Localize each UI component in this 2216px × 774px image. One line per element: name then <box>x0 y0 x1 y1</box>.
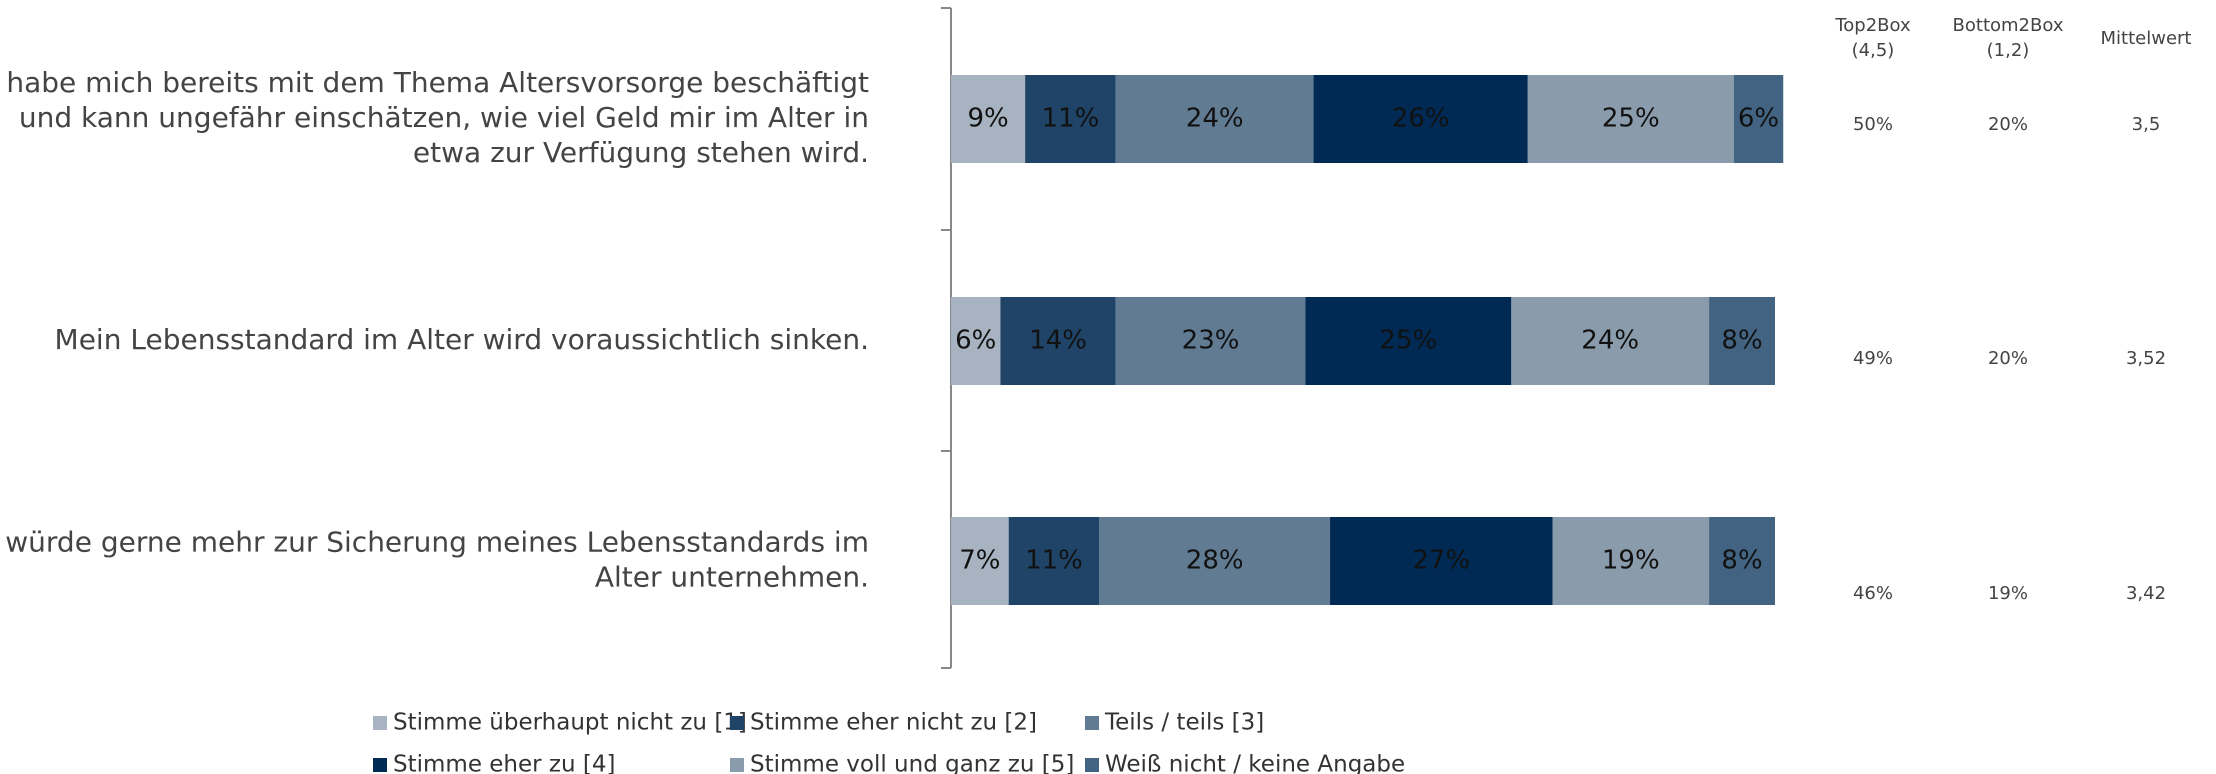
legend-label: Teils / teils [3] <box>1104 710 1264 736</box>
bar-segment <box>1115 297 1306 385</box>
table-cell: 19% <box>1988 583 2028 604</box>
data-label: 8% <box>1721 326 1762 356</box>
legend-label: Stimme voll und ganz zu [5] <box>750 752 1074 774</box>
category-label: etwa zur Verfügung stehen wird. <box>413 136 869 169</box>
bar-segment <box>1733 75 1784 163</box>
legend-swatch <box>730 758 744 772</box>
bar-segment <box>1330 517 1553 605</box>
legend-swatch <box>373 758 387 772</box>
data-label: 11% <box>1025 546 1083 576</box>
table-cell: 3,52 <box>2126 348 2166 369</box>
table-cell: 46% <box>1853 583 1893 604</box>
table-header: Mittelwert <box>2101 28 2192 49</box>
table-header: (1,2) <box>1987 40 2030 61</box>
data-label: 25% <box>1602 104 1660 134</box>
bar-segment <box>951 75 1026 163</box>
data-label: 24% <box>1581 326 1639 356</box>
data-label: 6% <box>955 326 996 356</box>
data-label: 7% <box>959 546 1000 576</box>
data-label: 19% <box>1602 546 1660 576</box>
table-cell: 50% <box>1853 114 1893 135</box>
bar-segment <box>1552 517 1710 605</box>
data-label: 23% <box>1182 326 1240 356</box>
data-label: 11% <box>1042 104 1100 134</box>
table-cell: 49% <box>1853 348 1893 369</box>
legend-swatch <box>1085 716 1099 730</box>
category-label: und kann ungefähr einschätzen, wie viel … <box>19 101 869 134</box>
legend-swatch <box>373 716 387 730</box>
bar-segment <box>1099 517 1331 605</box>
bar-segment <box>1709 297 1775 385</box>
bar-segment <box>1527 75 1734 163</box>
table-header: Bottom2Box <box>1953 15 2064 36</box>
bar-segment <box>1000 297 1116 385</box>
category-label: Mein Lebensstandard im Alter wird voraus… <box>55 323 869 356</box>
data-label: 28% <box>1186 546 1244 576</box>
bar-segment <box>951 517 1009 605</box>
data-label: 26% <box>1392 104 1450 134</box>
legend-swatch <box>730 716 744 730</box>
category-label: Alter unternehmen. <box>595 561 869 594</box>
bar-segment <box>1115 75 1314 163</box>
bar-segment <box>1008 517 1100 605</box>
bar-segment <box>1313 75 1528 163</box>
bar-segment <box>1709 517 1775 605</box>
table-cell: 20% <box>1988 114 2028 135</box>
legend-swatch <box>1085 758 1099 772</box>
legend-label: Weiß nicht / keine Angabe <box>1105 752 1405 774</box>
legend-label: Stimme überhaupt nicht zu [1] <box>393 710 747 736</box>
table-cell: 3,5 <box>2132 114 2161 135</box>
table-cell: 20% <box>1988 348 2028 369</box>
data-label: 14% <box>1029 326 1087 356</box>
legend-label: Stimme eher nicht zu [2] <box>750 710 1037 736</box>
table-header: Top2Box <box>1834 15 1911 36</box>
data-label: 9% <box>967 104 1008 134</box>
category-label: Ich würde gerne mehr zur Sicherung meine… <box>0 526 869 559</box>
bar-segment <box>1025 75 1116 163</box>
data-label: 24% <box>1186 104 1244 134</box>
data-label: 6% <box>1738 104 1779 134</box>
bar-segment <box>1511 297 1710 385</box>
data-label: 27% <box>1412 546 1470 576</box>
legend-label: Stimme eher zu [4] <box>393 752 615 774</box>
bar-segment <box>1305 297 1512 385</box>
category-label: Ich habe mich bereits mit dem Thema Alte… <box>0 66 869 99</box>
table-header: (4,5) <box>1852 40 1895 61</box>
bar-segment <box>951 297 1001 385</box>
table-cell: 3,42 <box>2126 583 2166 604</box>
data-label: 8% <box>1721 546 1762 576</box>
data-label: 25% <box>1379 326 1437 356</box>
